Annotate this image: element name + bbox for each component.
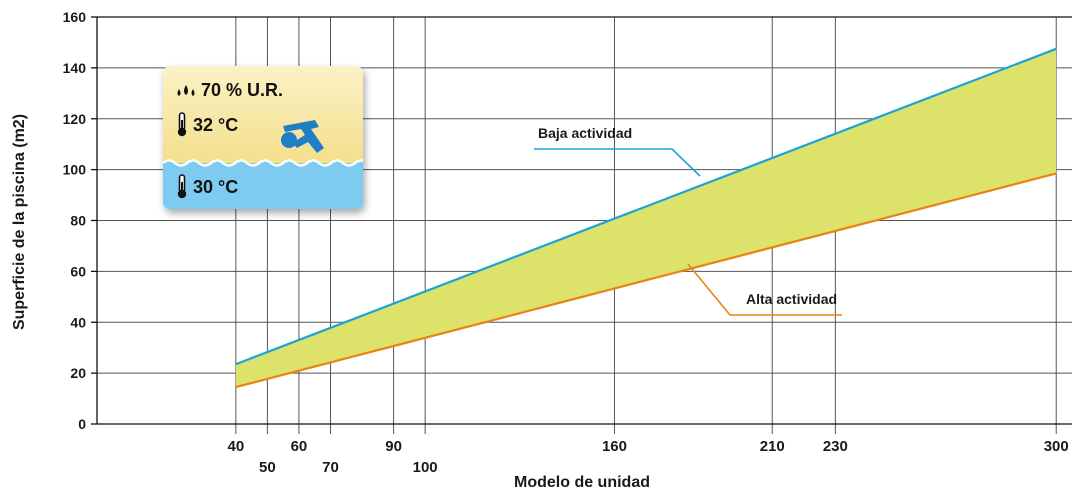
series-label-leader-baja bbox=[534, 148, 701, 177]
y-tick-label: 60 bbox=[70, 263, 86, 279]
series-label-leader-alta bbox=[687, 263, 842, 316]
water-temp-row: 30 °C bbox=[175, 174, 238, 200]
x-tick-label: 40 bbox=[227, 438, 244, 455]
humidity-row: 70 % U.R. bbox=[175, 80, 283, 101]
axes bbox=[91, 16, 1072, 425]
x-tick-label: 60 bbox=[291, 438, 308, 455]
y-tick-label: 160 bbox=[63, 9, 87, 25]
y-axis-title: Superficie de la piscina (m2) bbox=[11, 114, 28, 330]
y-tick-labels: 0 20 40 60 80 100 120 140 160 bbox=[63, 9, 87, 432]
y-tick-label: 120 bbox=[63, 111, 87, 127]
x-tick-label: 90 bbox=[385, 438, 402, 455]
x-tick-label: 300 bbox=[1044, 438, 1069, 455]
series-label-baja: Baja actividad bbox=[538, 125, 632, 141]
y-tick-label: 80 bbox=[70, 213, 86, 229]
y-tick-label: 100 bbox=[63, 162, 87, 178]
water-temp-value: 30 °C bbox=[193, 176, 239, 197]
y-tick-label: 20 bbox=[70, 365, 86, 381]
air-section bbox=[163, 66, 363, 163]
air-temp-row: 32 °C bbox=[175, 112, 238, 138]
air-temp-value: 32 °C bbox=[193, 114, 239, 135]
y-tick-label: 40 bbox=[70, 314, 86, 330]
series-line-alta bbox=[235, 172, 1057, 389]
conditions-panel: 70 % U.R. 32 °C 30 °C bbox=[163, 66, 363, 209]
series-line-baja bbox=[235, 47, 1057, 366]
x-tick-label: 70 bbox=[322, 459, 339, 476]
series-label-alta: Alta actividad bbox=[746, 291, 837, 307]
band-area bbox=[235, 48, 1057, 388]
thermometer-icon bbox=[177, 112, 187, 137]
swimmer-icon bbox=[281, 120, 324, 153]
x-tick-label: 100 bbox=[413, 459, 438, 476]
y-tick-label: 0 bbox=[78, 416, 86, 432]
x-tick-label: 160 bbox=[602, 438, 627, 455]
humidity-value: 70 % U.R. bbox=[201, 80, 284, 100]
water-drops-icon bbox=[177, 84, 195, 96]
thermometer-icon bbox=[177, 174, 187, 199]
x-axis-title: Modelo de unidad bbox=[514, 474, 650, 491]
x-tick-labels: 40 50 60 70 90 100 160 210 230 300 bbox=[227, 438, 1068, 476]
x-tick-label: 210 bbox=[760, 438, 785, 455]
x-tick-label: 50 bbox=[259, 459, 276, 476]
x-tick-label: 230 bbox=[823, 438, 848, 455]
water-wave bbox=[163, 159, 363, 168]
water-section bbox=[163, 163, 363, 209]
y-tick-label: 140 bbox=[63, 60, 87, 76]
